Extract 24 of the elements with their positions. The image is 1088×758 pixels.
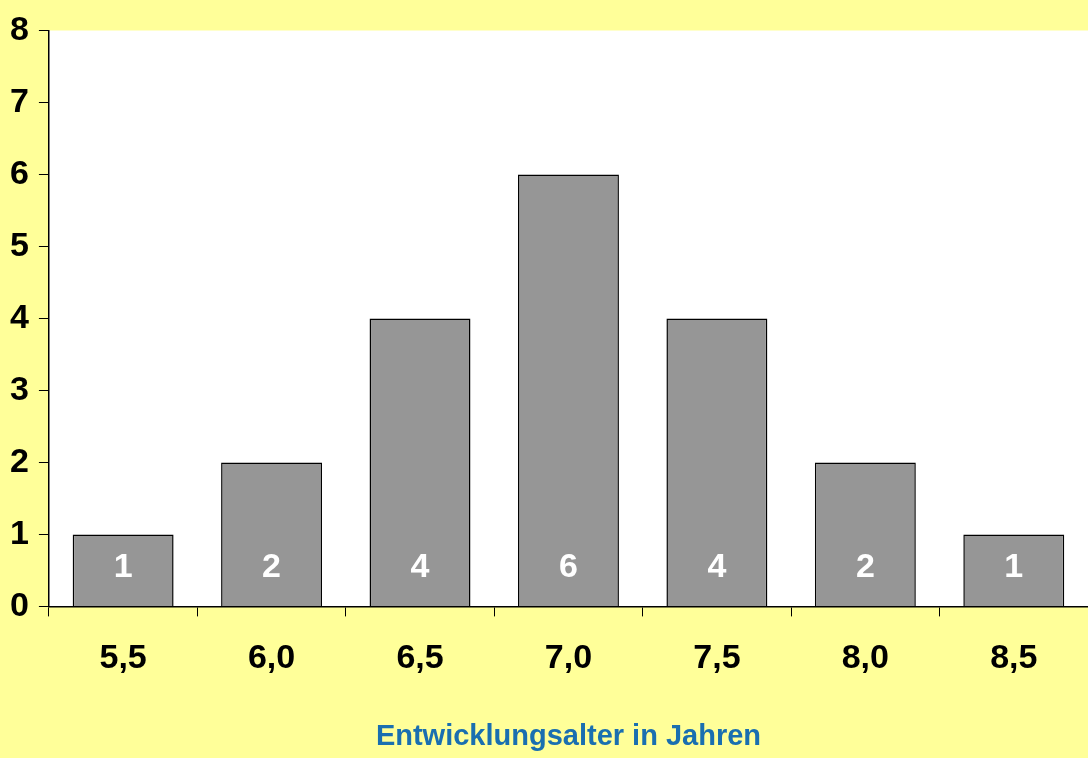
y-tick-label: 3 xyxy=(9,368,29,407)
y-tick-label: 7 xyxy=(9,80,29,119)
data-label: 6 xyxy=(558,546,578,585)
y-tick-label: 1 xyxy=(9,512,29,551)
y-tick-label: 4 xyxy=(9,296,29,335)
data-label: 1 xyxy=(113,546,133,585)
x-tick-label: 8,0 xyxy=(841,637,889,676)
y-tick-label: 0 xyxy=(9,584,29,623)
y-tick-label: 2 xyxy=(9,440,29,479)
x-tick-label: 7,0 xyxy=(544,637,593,676)
data-label: 4 xyxy=(410,546,430,585)
x-axis-title: Entwicklungsalter in Jahren xyxy=(375,718,762,751)
data-label: 2 xyxy=(262,546,282,585)
x-tick-label: 6,5 xyxy=(396,637,444,676)
x-tick-label: 7,5 xyxy=(693,637,741,676)
x-tick-label: 8,5 xyxy=(990,637,1038,676)
data-label: 2 xyxy=(855,546,875,585)
data-label: 4 xyxy=(707,546,727,585)
x-tick-label: 6,0 xyxy=(247,637,296,676)
y-tick-label: 6 xyxy=(9,152,29,191)
y-tick-label: 5 xyxy=(9,224,29,263)
y-tick-label: 8 xyxy=(9,8,29,47)
data-label: 1 xyxy=(1004,546,1024,585)
x-tick-label: 5,5 xyxy=(99,637,147,676)
